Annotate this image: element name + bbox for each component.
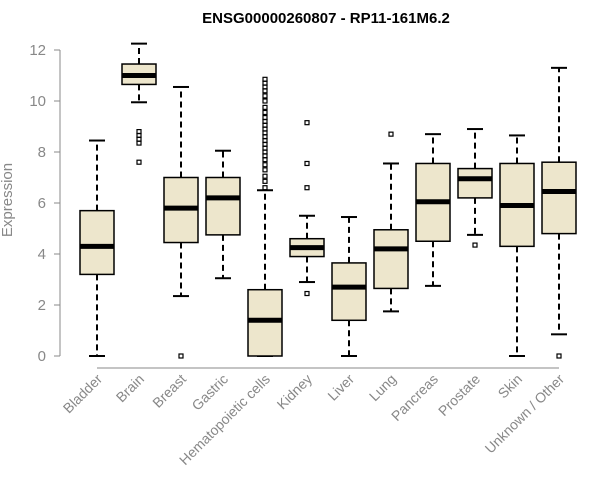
box-liver [331, 216, 367, 357]
chart-title: ENSG00000260807 - RP11-161M6.2 [202, 10, 450, 27]
y-tick-label: 12 [29, 42, 46, 59]
x-tick-label: Breast [149, 371, 189, 411]
iqr-box [247, 288, 283, 357]
iqr-box [541, 161, 577, 235]
outlier-point [304, 120, 310, 126]
outlier-point [262, 114, 268, 121]
iqr-box [457, 167, 493, 199]
boxes-group [79, 42, 577, 359]
y-tick-label: 4 [38, 246, 46, 263]
outlier-point [262, 178, 268, 184]
iqr-box [205, 176, 241, 236]
x-tick-label: Pancreas [388, 371, 441, 424]
iqr-box [79, 209, 115, 276]
outlier-point [262, 98, 268, 104]
outlier-point [178, 353, 184, 359]
outlier-point [262, 162, 268, 168]
outlier-point [388, 131, 394, 137]
box-skin [499, 134, 535, 357]
outlier-point [262, 109, 268, 116]
y-tick-label: 8 [38, 144, 46, 161]
y-tick-label: 0 [38, 348, 46, 365]
y-tick-label: 6 [38, 195, 46, 212]
outlier-point [304, 160, 310, 167]
x-tick-label: Bladder [60, 371, 106, 417]
axes: 0 2 4 6 8 10 12 [29, 42, 559, 369]
outlier-point [304, 290, 310, 297]
box-breast [163, 85, 199, 359]
y-tick-label: 10 [29, 93, 46, 110]
y-tick-label: 2 [38, 297, 46, 314]
x-tick-label: Brain [113, 371, 147, 405]
outlier-point [262, 173, 268, 179]
box-lung [373, 131, 409, 313]
outlier-point [472, 242, 478, 248]
outlier-point [262, 185, 268, 191]
x-tick-label: Lung [366, 371, 399, 404]
outlier-point [304, 185, 310, 191]
box-kidney [289, 120, 325, 297]
outlier-point [136, 129, 142, 135]
y-axis-label: Expression [0, 163, 16, 237]
box-bladder [79, 139, 115, 357]
x-tick-label: Skin [495, 371, 526, 402]
box-pancreas [415, 133, 451, 287]
outlier-point [262, 76, 268, 82]
x-tick-label: Unknown / Other [482, 371, 568, 457]
box-hematopoietic-cells [247, 76, 283, 357]
outlier-point [262, 93, 268, 99]
x-tick-label: Liver [324, 371, 357, 404]
outlier-point [262, 167, 268, 173]
outlier-point [136, 159, 142, 165]
x-tick-label: Prostate [435, 371, 483, 419]
iqr-box [331, 262, 367, 322]
iqr-box [373, 229, 409, 290]
box-gastric [205, 149, 241, 280]
x-tick-label: Kidney [274, 371, 316, 413]
box-unknown-other [541, 66, 577, 359]
outlier-point [556, 353, 562, 359]
box-brain [121, 42, 157, 165]
box-prostate [457, 128, 493, 248]
outlier-point [262, 104, 268, 110]
